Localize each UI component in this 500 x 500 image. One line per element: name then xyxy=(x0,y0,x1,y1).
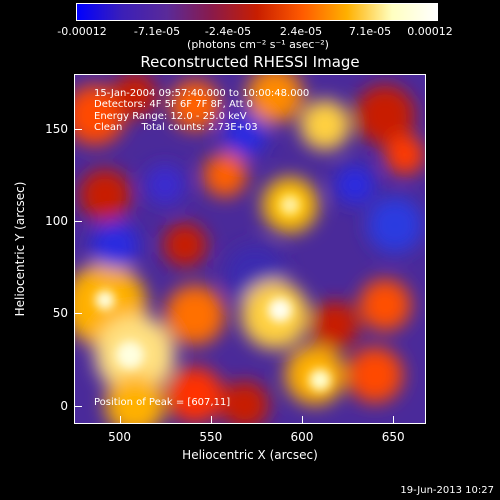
image-hotspot xyxy=(95,290,115,310)
x-tick-label: 650 xyxy=(381,430,405,444)
annotation-time: 15-Jan-2004 09:57:40.000 to 10:00:48.000 xyxy=(94,88,310,99)
heatmap-image xyxy=(75,75,425,423)
y-tick-label: 50 xyxy=(52,306,68,321)
image-blob xyxy=(79,169,131,221)
image-blob xyxy=(300,100,350,150)
colorbar-tick-label: 2.4e-05 xyxy=(279,25,323,38)
x-tick-mark xyxy=(301,416,303,424)
image-blob xyxy=(247,75,303,123)
x-tick-label: 550 xyxy=(199,430,223,444)
image-blob xyxy=(347,347,403,403)
y-tick-mark xyxy=(74,221,82,223)
y-tick-mark xyxy=(74,129,82,131)
image-blob xyxy=(170,80,220,130)
plot-area xyxy=(74,74,426,424)
annotation-counts: Clean Total counts: 2.73E+03 xyxy=(94,122,258,133)
peak-position-label: Position of Peak = [607,11] xyxy=(94,397,231,408)
y-tick-mark xyxy=(74,313,82,315)
image-blob xyxy=(167,367,223,423)
colorbar-tick-label: 7.1e-05 xyxy=(348,25,392,38)
colorbar-tick-label: -2.4e-05 xyxy=(204,25,252,38)
chart-title: Reconstructed RHESSI Image xyxy=(140,53,360,71)
timestamp: 19-Jun-2013 10:27 xyxy=(400,485,494,496)
image-blob xyxy=(163,223,207,267)
x-tick-mark xyxy=(119,416,121,424)
x-axis-label: Heliocentric X (arcsec) xyxy=(182,448,318,462)
image-blob xyxy=(367,197,423,253)
image-blob xyxy=(221,381,269,423)
x-tick-mark xyxy=(393,416,395,424)
annotation-detectors: Detectors: 4F 5F 6F 7F 8F, Att 0 xyxy=(94,99,254,110)
image-blob xyxy=(311,301,359,349)
image-blob xyxy=(355,85,415,145)
y-tick-label: 0 xyxy=(60,398,68,413)
x-tick-label: 600 xyxy=(290,430,314,444)
image-blob xyxy=(165,285,225,345)
x-tick-mark xyxy=(210,416,212,424)
image-hotspot xyxy=(268,298,292,322)
image-hotspot xyxy=(280,195,300,215)
y-tick-mark xyxy=(74,405,82,407)
image-blob xyxy=(145,165,185,205)
y-tick-label: 100 xyxy=(45,214,68,229)
colorbar-tick-label: 0.00012 xyxy=(407,25,453,38)
image-hotspot xyxy=(116,341,144,369)
colorbar-tick-label: -0.00012 xyxy=(57,25,107,38)
x-tick-label: 500 xyxy=(108,430,132,444)
image-blob xyxy=(385,135,425,175)
image-blob xyxy=(223,113,267,157)
annotation-energy: Energy Range: 12.0 - 25.0 keV xyxy=(94,111,247,122)
image-blob xyxy=(75,85,125,145)
image-blob xyxy=(335,165,375,205)
colorbar xyxy=(76,3,438,21)
image-blob xyxy=(113,75,157,117)
image-blob xyxy=(359,279,411,331)
image-blob xyxy=(91,221,139,269)
colorbar-units: (photons cm⁻² s⁻¹ asec⁻²) xyxy=(187,38,329,51)
image-hotspot xyxy=(309,369,331,391)
y-axis-label: Heliocentric Y (arcsec) xyxy=(13,181,27,317)
image-blob xyxy=(105,375,165,423)
image-blob xyxy=(203,153,247,197)
y-tick-label: 150 xyxy=(45,122,68,137)
colorbar-tick-label: -7.1e-05 xyxy=(133,25,181,38)
